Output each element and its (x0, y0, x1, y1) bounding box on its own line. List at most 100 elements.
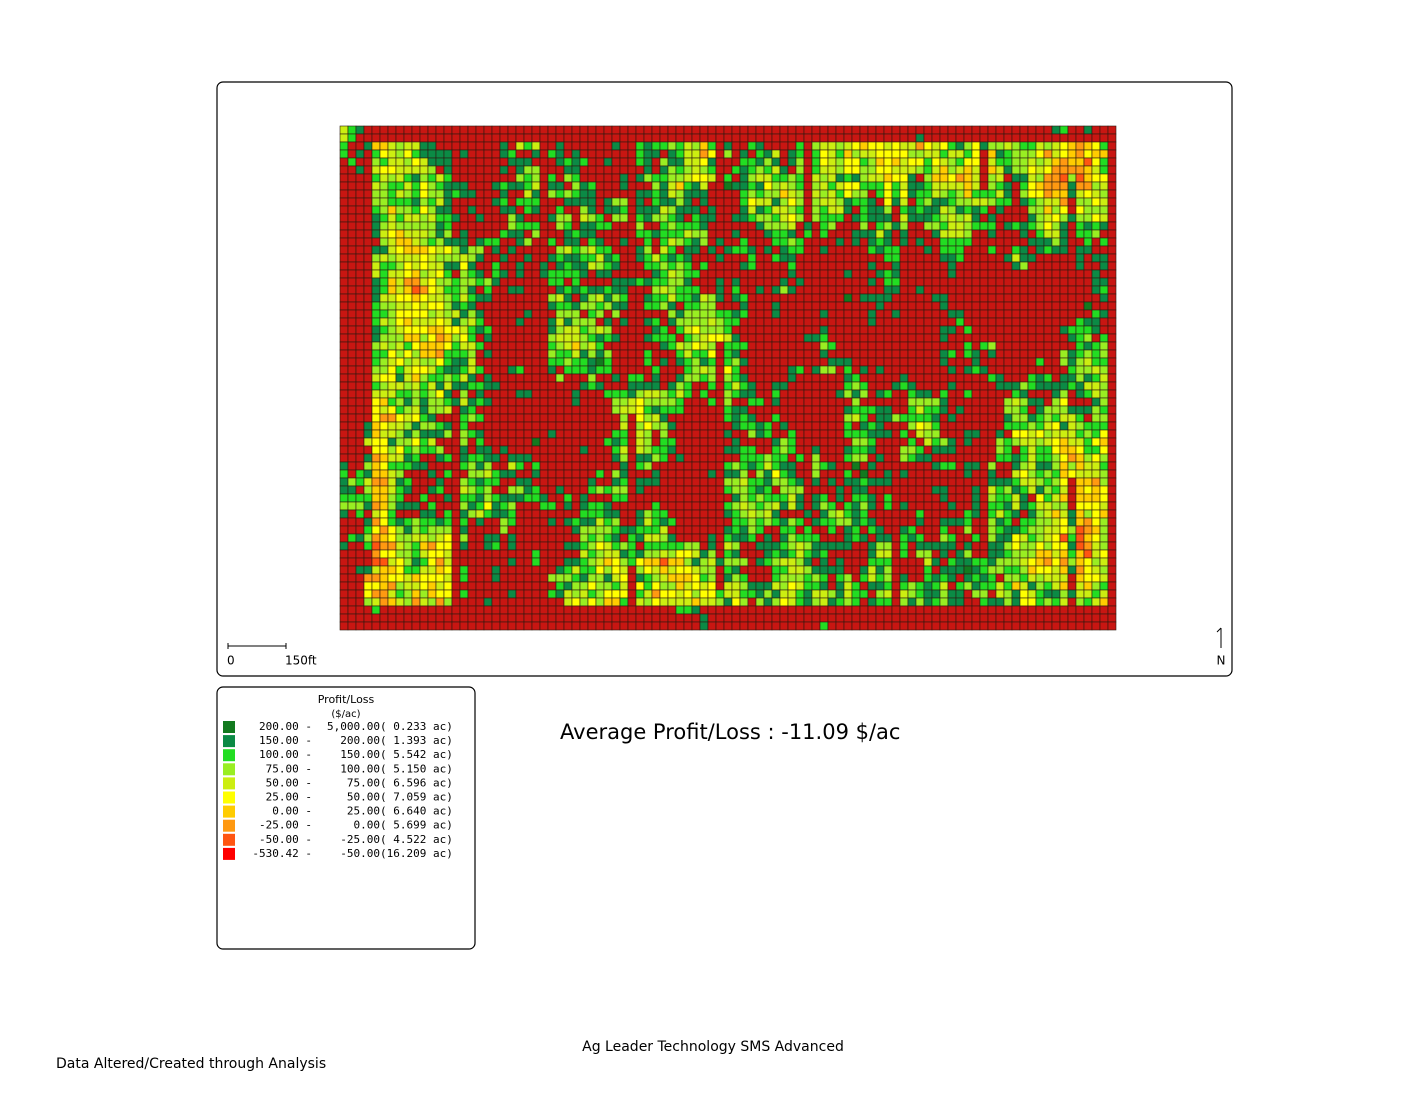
field-cell (483, 525, 493, 535)
field-cell (1051, 325, 1061, 335)
field-cell (787, 461, 797, 471)
field-cell (659, 301, 669, 311)
field-cell (1027, 229, 1037, 239)
field-cell (459, 157, 469, 167)
field-cell (891, 525, 901, 535)
field-cell (363, 349, 373, 359)
field-cell (827, 237, 837, 247)
field-cell (931, 237, 941, 247)
field-cell (491, 149, 501, 159)
field-cell (627, 293, 637, 303)
field-cell (1083, 189, 1093, 199)
field-cell (491, 221, 501, 231)
field-cell (451, 133, 461, 143)
field-cell (731, 165, 741, 175)
field-cell (635, 349, 645, 359)
field-cell (531, 413, 541, 423)
field-cell (675, 357, 685, 367)
field-cell (435, 445, 445, 455)
field-cell (347, 317, 357, 327)
field-cell (355, 197, 365, 207)
field-cell (723, 149, 733, 159)
field-cell (731, 453, 741, 463)
field-cell (755, 301, 765, 311)
field-cell (795, 173, 805, 183)
field-cell (907, 461, 917, 471)
field-cell (491, 525, 501, 535)
field-cell (539, 437, 549, 447)
field-cell (459, 269, 469, 279)
field-cell (963, 309, 973, 319)
field-cell (523, 333, 533, 343)
field-cell (979, 213, 989, 223)
field-cell (851, 125, 861, 135)
field-cell (635, 245, 645, 255)
field-cell (507, 205, 517, 215)
field-cell (595, 493, 605, 503)
field-cell (699, 125, 709, 135)
field-cell (779, 365, 789, 375)
field-cell (899, 253, 909, 263)
field-cell (1011, 277, 1021, 287)
field-cell (883, 445, 893, 455)
field-cell (579, 205, 589, 215)
field-cell (531, 253, 541, 263)
field-cell (1075, 165, 1085, 175)
field-cell (723, 189, 733, 199)
field-cell (1019, 157, 1029, 167)
field-cell (747, 373, 757, 383)
field-cell (555, 213, 565, 223)
field-cell (731, 317, 741, 327)
field-cell (883, 509, 893, 519)
field-cell (1011, 437, 1021, 447)
field-cell (643, 181, 653, 191)
field-cell (555, 421, 565, 431)
field-cell (515, 333, 525, 343)
field-cell (827, 277, 837, 287)
field-cell (515, 405, 525, 415)
field-cell (771, 197, 781, 207)
field-cell (963, 253, 973, 263)
field-cell (675, 445, 685, 455)
field-cell (899, 381, 909, 391)
field-cell (475, 253, 485, 263)
field-cell (1011, 165, 1021, 175)
field-cell (475, 189, 485, 199)
field-cell (667, 133, 677, 143)
field-cell (419, 189, 429, 199)
field-cell (379, 413, 389, 423)
field-cell (451, 245, 461, 255)
field-cell (923, 189, 933, 199)
field-cell (1027, 173, 1037, 183)
field-cell (467, 325, 477, 335)
field-cell (851, 149, 861, 159)
field-cell (931, 269, 941, 279)
field-cell (675, 397, 685, 407)
field-cell (707, 381, 717, 391)
field-cell (387, 165, 397, 175)
field-cell (771, 437, 781, 447)
field-cell (611, 405, 621, 415)
field-cell (1043, 365, 1053, 375)
field-cell (715, 397, 725, 407)
field-cell (1027, 245, 1037, 255)
field-cell (523, 269, 533, 279)
field-cell (1107, 213, 1117, 223)
field-cell (627, 437, 637, 447)
field-cell (619, 141, 629, 151)
field-cell (395, 373, 405, 383)
field-cell (643, 333, 653, 343)
field-cell (811, 141, 821, 151)
field-cell (539, 517, 549, 527)
field-cell (587, 453, 597, 463)
field-cell (827, 125, 837, 135)
field-cell (395, 125, 405, 135)
field-cell (1019, 437, 1029, 447)
field-cell (515, 293, 525, 303)
field-cell (339, 533, 349, 543)
field-cell (715, 341, 725, 351)
field-cell (699, 341, 709, 351)
field-cell (947, 485, 957, 495)
field-cell (795, 125, 805, 135)
field-cell (603, 389, 613, 399)
